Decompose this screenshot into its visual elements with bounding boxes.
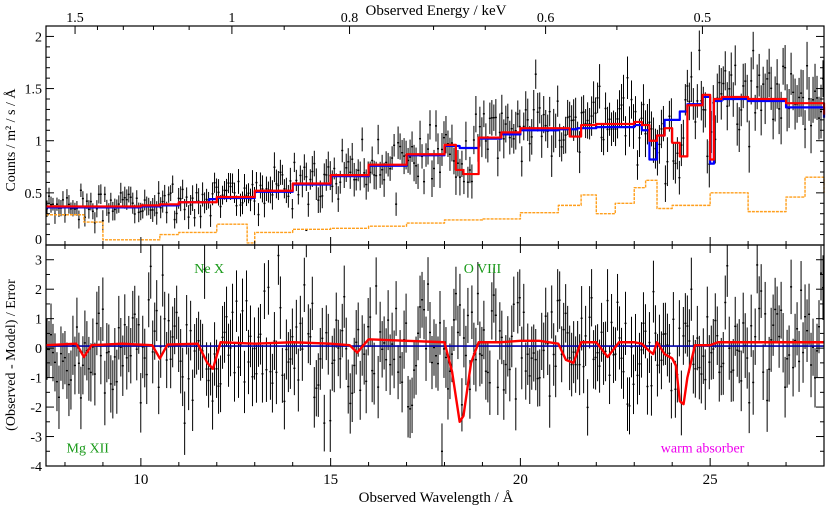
axes-layer: 10 15 20 25 1.5 1 0.8 0.6 0.5 0 0.5 1 1.5 2 -4 -3 -2 -1 0 1… bbox=[25, 11, 825, 488]
upper-y-tick-label: 1 bbox=[35, 135, 42, 150]
upper-y-tick-label: 0.5 bbox=[25, 187, 43, 202]
residual-model-line bbox=[45, 338, 824, 423]
line-annotation: O VIII bbox=[464, 262, 502, 277]
x-axis-label: Observed Wavelength / Å bbox=[359, 490, 514, 506]
line-annotation: warm absorber bbox=[661, 442, 745, 457]
lower-y-tick-label: 1 bbox=[35, 313, 42, 328]
lower-y-axis-label: (Observed - Model) / Error bbox=[4, 279, 19, 431]
data-layer bbox=[45, 30, 826, 466]
lower-y-tick-label: -2 bbox=[30, 401, 42, 416]
lower-y-tick-label: 3 bbox=[35, 254, 42, 269]
lower-y-tick-label: 0 bbox=[35, 342, 42, 357]
x-tick-label: 15 bbox=[323, 472, 338, 488]
top-tick-label: 0.5 bbox=[694, 11, 712, 26]
top-axis-label: Observed Energy / keV bbox=[366, 3, 507, 19]
upper-y-tick-label: 0 bbox=[35, 233, 42, 248]
absorption-model-line bbox=[46, 93, 826, 208]
lower-y-tick-label: -1 bbox=[30, 372, 42, 387]
upper-y-tick-label: 2 bbox=[35, 30, 42, 45]
top-tick-label: 1 bbox=[228, 11, 235, 26]
residual-data-points bbox=[45, 229, 825, 466]
x-tick-label: 25 bbox=[703, 472, 718, 488]
x-tick-label: 20 bbox=[513, 472, 528, 488]
x-tick-label: 10 bbox=[133, 472, 148, 488]
top-tick-label: 0.8 bbox=[341, 11, 359, 26]
lower-y-tick-label: -4 bbox=[30, 460, 42, 475]
top-tick-label: 0.6 bbox=[537, 11, 555, 26]
observed-data-points bbox=[45, 30, 825, 234]
background-spectrum-line bbox=[46, 176, 825, 244]
lower-y-tick-label: 2 bbox=[35, 283, 42, 298]
upper-y-tick-label: 1.5 bbox=[25, 83, 43, 98]
lower-y-tick-label: -3 bbox=[30, 431, 42, 446]
upper-y-axis-label: Counts / m² / s / Å bbox=[3, 88, 19, 192]
lower-panel-frame bbox=[45, 244, 825, 467]
top-tick-label: 1.5 bbox=[66, 11, 84, 26]
line-annotation: Ne X bbox=[194, 262, 224, 277]
line-annotation: Mg XII bbox=[67, 442, 110, 457]
